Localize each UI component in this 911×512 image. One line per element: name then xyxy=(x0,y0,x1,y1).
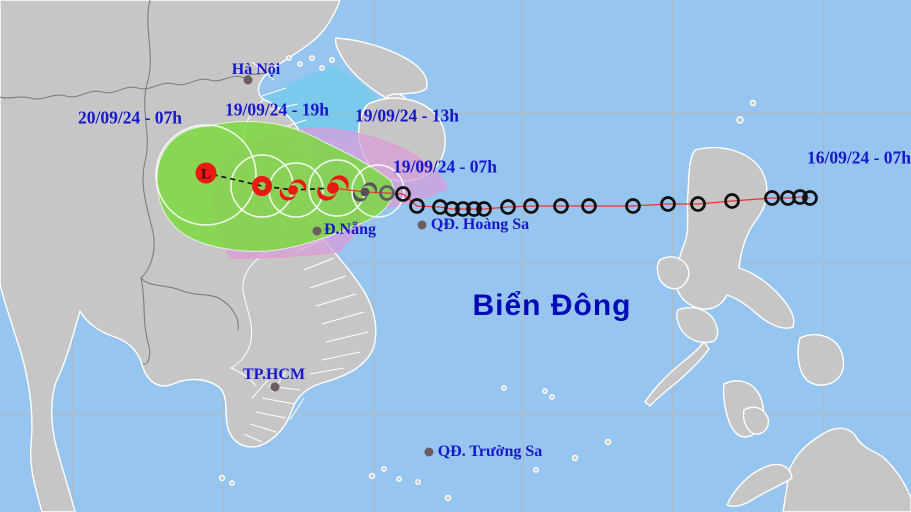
svg-text:L: L xyxy=(201,167,211,183)
past-position-marker xyxy=(455,201,471,217)
past-position-marker xyxy=(395,186,411,202)
past-position-marker-gray xyxy=(379,185,395,201)
landmass-palawan xyxy=(644,341,710,407)
forecast-depression-icon xyxy=(252,176,272,196)
storm-symbols: L xyxy=(195,162,377,202)
landmass-samar xyxy=(797,333,845,386)
uncertainty-circles xyxy=(155,124,405,226)
past-position-marker xyxy=(660,196,676,212)
landmass-cebu xyxy=(742,406,770,435)
islets xyxy=(218,55,757,502)
past-position-marker xyxy=(780,190,796,206)
past-position-marker xyxy=(724,193,740,209)
past-position-marker xyxy=(581,198,597,214)
past-position-marker xyxy=(764,190,780,206)
uncertainty-circle xyxy=(155,124,257,226)
past-position-marker xyxy=(523,198,539,214)
past-position-marker xyxy=(476,201,492,217)
place-dot-truong-sa xyxy=(424,447,434,457)
place-dot-danang xyxy=(312,226,322,236)
landmass-mindanao xyxy=(782,427,911,512)
past-position-marker xyxy=(625,198,641,214)
landmass-panay xyxy=(676,306,719,344)
forecast-track-line xyxy=(205,172,334,191)
past-position-marker xyxy=(802,190,818,206)
storm-track xyxy=(205,172,818,217)
landmass-china-coast xyxy=(334,37,428,100)
forecast-low-pressure-icon: L xyxy=(195,162,217,184)
country-borders xyxy=(0,0,269,365)
landmass-luzon xyxy=(674,146,795,329)
place-dot-hoang-sa xyxy=(417,220,427,230)
past-position-marker xyxy=(432,199,448,215)
place-dot-tphcm xyxy=(270,382,280,392)
past-position-marker xyxy=(466,201,482,217)
past-position-marker xyxy=(553,198,569,214)
place-dot-hanoi xyxy=(243,75,253,85)
past-position-marker xyxy=(690,196,706,212)
landmass-zamboanga xyxy=(726,463,793,508)
past-position-marker xyxy=(500,199,516,215)
past-position-marker xyxy=(409,198,425,214)
landmass-mindoro xyxy=(656,256,690,290)
past-track-line xyxy=(332,187,811,210)
